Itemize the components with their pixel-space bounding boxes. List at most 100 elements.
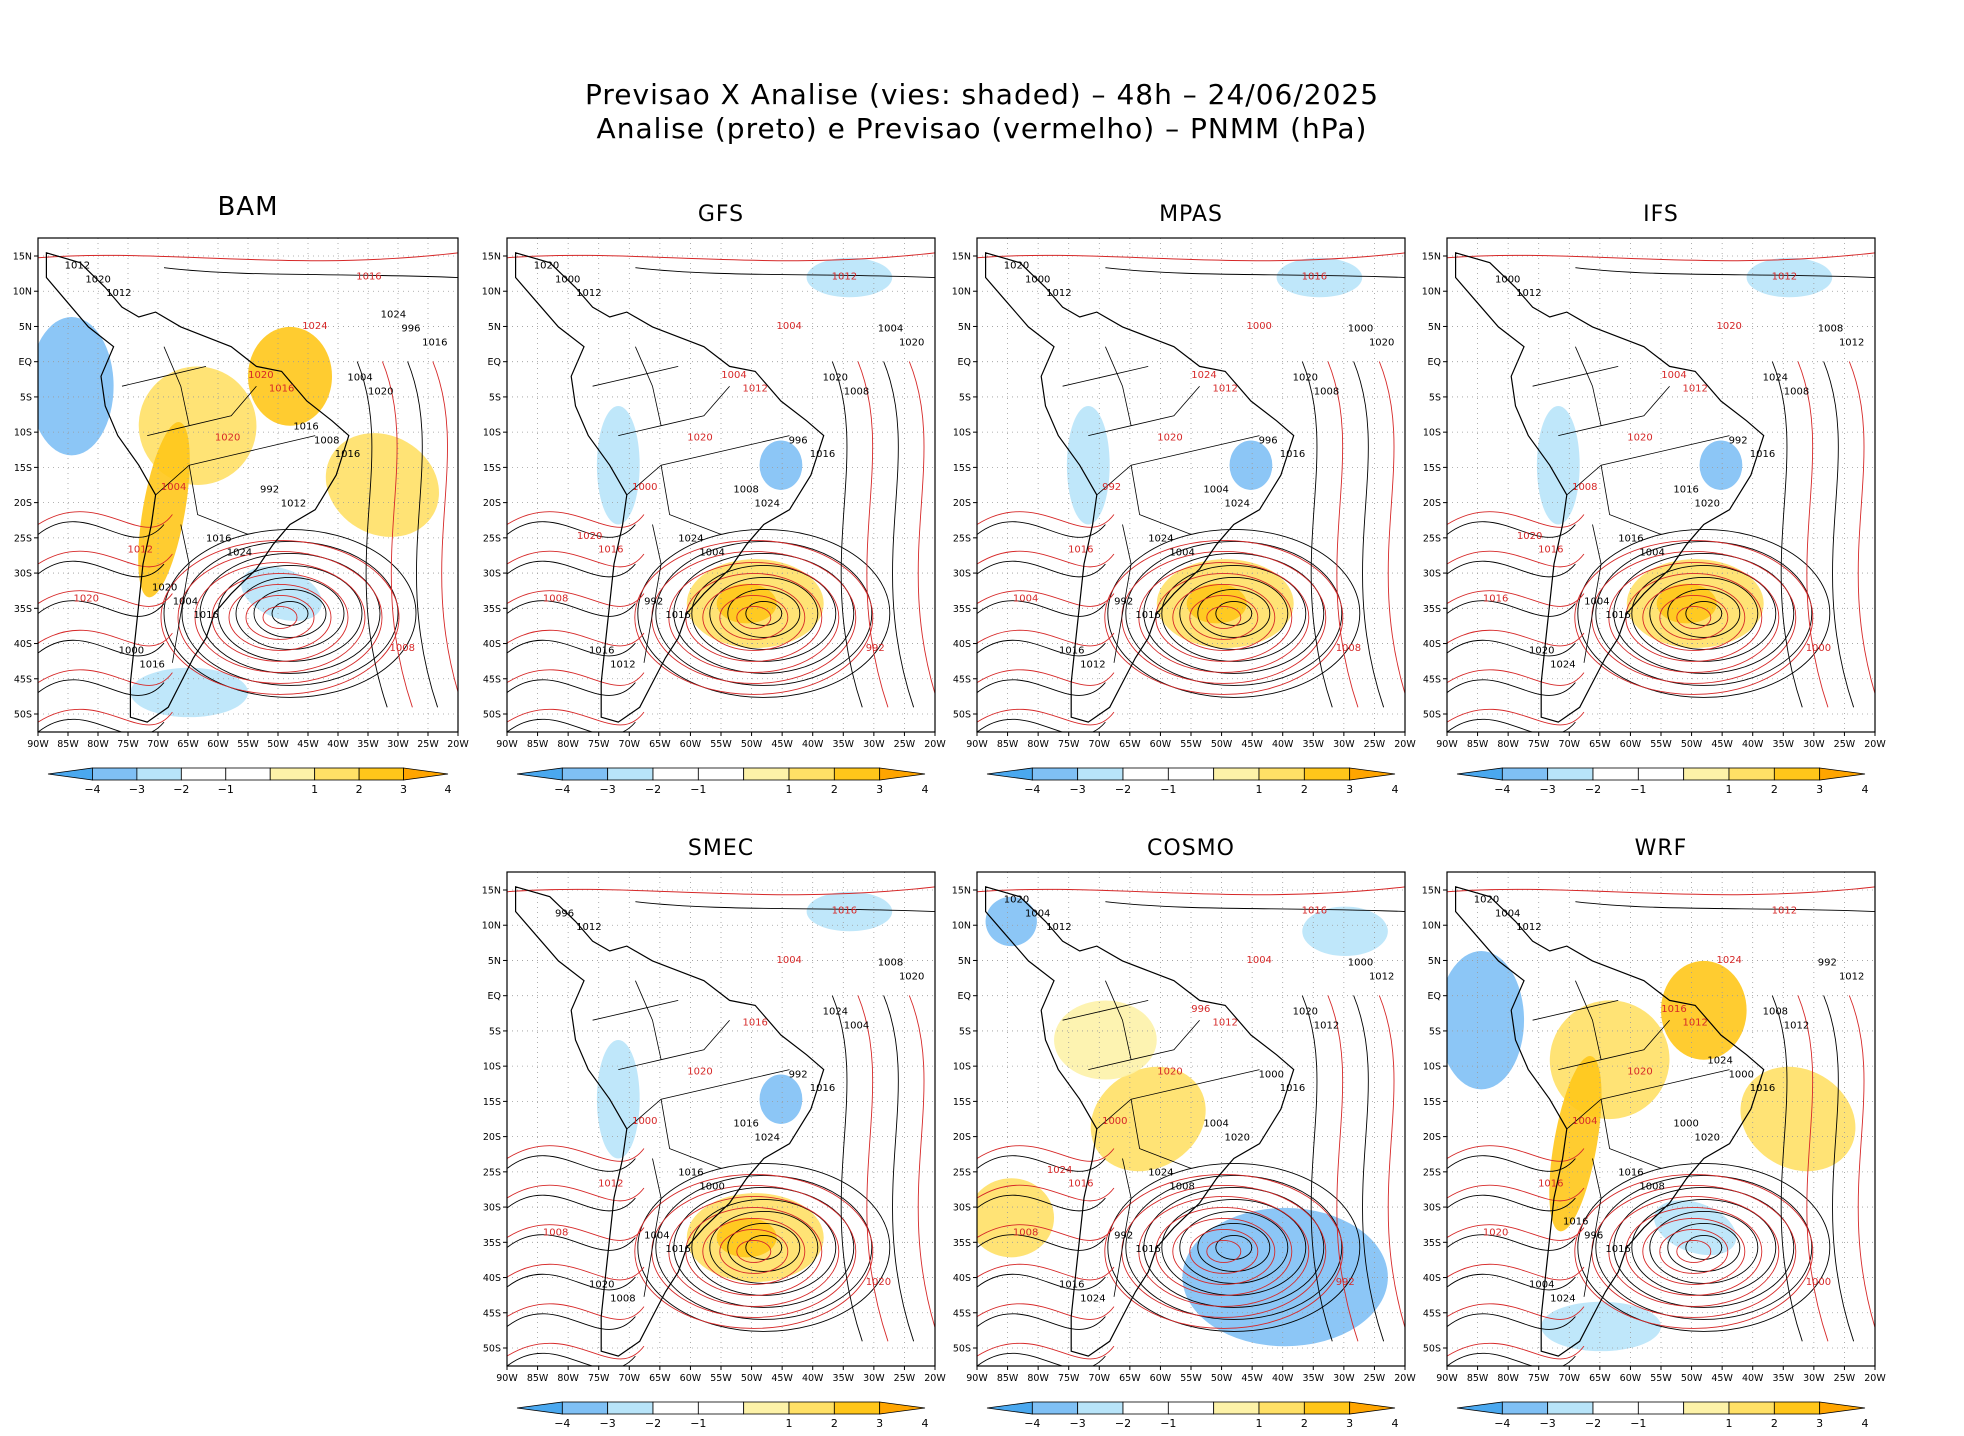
isobar-label: 1020	[1157, 433, 1182, 444]
lon-tick-label: 50W	[741, 739, 763, 750]
lat-tick-label: 30S	[483, 569, 501, 580]
isobar-label: 1004	[1169, 547, 1194, 558]
lon-tick-label: 65W	[649, 1373, 671, 1384]
lon-tick-label: 55W	[237, 739, 259, 750]
isobar-label: 1004	[1203, 484, 1228, 495]
isobar-label: 1012	[1772, 272, 1797, 283]
isobar-label: 1012	[1682, 384, 1707, 395]
isobar-label: 1020	[687, 433, 712, 444]
panel-ifs: IFS 1012 1016 1016 1012 1020 1024 1008 1004 1000 9…	[1422, 202, 1887, 802]
lat-tick-label: 15N	[482, 886, 501, 897]
lat-tick-label: EQ	[1428, 357, 1441, 368]
colorbar-label: 3	[876, 1417, 883, 1430]
lon-tick-label: 40W	[1272, 739, 1294, 750]
isobar-label: 1016	[810, 1083, 835, 1094]
lat-tick-label: 10S	[483, 1062, 501, 1073]
lon-tick-label: 30W	[1333, 1373, 1355, 1384]
colorbar-label: 2	[356, 783, 363, 796]
isobar-label: 996	[401, 323, 420, 334]
isobar-label: 1016	[139, 659, 164, 670]
isobar-label: 1004	[878, 323, 903, 334]
colorbar-label: −2	[173, 783, 189, 796]
colorbar-label: −2	[1115, 783, 1131, 796]
isobar-label: 1024	[755, 1132, 780, 1143]
lon-tick-label: 75W	[588, 739, 610, 750]
lon-tick-label: 20W	[924, 739, 946, 750]
lon-tick-label: 25W	[1364, 1373, 1386, 1384]
isobar-label: 992	[644, 596, 663, 607]
colorbar-label: 1	[786, 783, 793, 796]
lon-tick-label: 20W	[1864, 739, 1886, 750]
isobar-label: 1004	[161, 482, 186, 493]
lon-tick-label: 65W	[1589, 739, 1611, 750]
lat-tick-label: 10S	[14, 428, 32, 439]
isobar-label: 1024	[1707, 1055, 1732, 1066]
isobar-label: 1008	[610, 1293, 635, 1304]
lat-tick-label: 45S	[483, 1308, 501, 1319]
lon-tick-label: 45W	[297, 739, 319, 750]
isobar-label: 992	[260, 484, 279, 495]
lon-tick-label: 50W	[267, 739, 289, 750]
lat-tick-label: 20S	[483, 498, 501, 509]
lon-tick-label: 65W	[1589, 1373, 1611, 1384]
isobar-label: 1020	[1004, 260, 1029, 271]
lat-tick-label: 15S	[1423, 1097, 1441, 1108]
lat-tick-label: 10S	[953, 1062, 971, 1073]
isobar-label: 1000	[1673, 1118, 1698, 1129]
isobar-label: 1016	[422, 337, 447, 348]
lat-tick-label: 40S	[483, 1273, 501, 1284]
lat-tick-label: 50S	[1423, 1344, 1441, 1355]
lon-tick-label: 45W	[1241, 1373, 1263, 1384]
lon-tick-label: 20W	[1394, 1373, 1416, 1384]
isobar-label: 1016	[206, 533, 231, 544]
colorbar-label: 4	[1392, 1417, 1399, 1430]
isobar-label: 1004	[173, 596, 198, 607]
panel-gfs: GFS 1012 1016 1016 1020 1024 1012 1008 1004 1000 9…	[482, 202, 947, 802]
lat-tick-label: 20S	[953, 1132, 971, 1143]
lon-tick-label: 85W	[997, 1373, 1019, 1384]
isobar-label: 992	[1336, 1277, 1355, 1288]
isobar-label: 1020	[1695, 498, 1720, 509]
lat-tick-label: 25S	[483, 533, 501, 544]
isobar-label: 1020	[687, 1067, 712, 1078]
colorbar-label: 1	[1256, 1417, 1263, 1430]
isobar-label: 1016	[589, 645, 614, 656]
lat-tick-label: 5S	[959, 1026, 971, 1037]
lon-tick-label: 70W	[1089, 1373, 1111, 1384]
isobar-label: 1000	[632, 482, 657, 493]
isobar-label: 992	[1114, 1230, 1133, 1241]
lat-tick-label: 30S	[1423, 1203, 1441, 1214]
isobar-label: 1012	[1314, 1020, 1339, 1031]
lon-tick-label: 35W	[1303, 739, 1325, 750]
colorbar-label: −1	[1160, 783, 1176, 796]
isobar-label: 1008	[543, 594, 568, 605]
lat-tick-label: 15N	[952, 252, 971, 263]
lat-tick-label: 30S	[953, 569, 971, 580]
isobar-label: 1012	[1772, 906, 1797, 917]
lon-tick-label: 85W	[997, 739, 1019, 750]
lat-tick-label: 25S	[953, 533, 971, 544]
colorbar-label: −4	[84, 783, 100, 796]
lon-tick-label: 35W	[833, 739, 855, 750]
isobar-label: 1012	[742, 384, 767, 395]
lon-tick-label: 40W	[327, 739, 349, 750]
lat-tick-label: 40S	[1423, 639, 1441, 650]
isobar-label: 1016	[356, 272, 381, 283]
isobar-label: 1012	[1212, 1018, 1237, 1029]
lon-tick-label: 40W	[1742, 1373, 1764, 1384]
lon-tick-label: 75W	[588, 1373, 610, 1384]
isobar-label: 1020	[1483, 1228, 1508, 1239]
lat-tick-label: 10N	[1422, 921, 1441, 932]
isobar-label: 1020	[1529, 645, 1554, 656]
lat-tick-label: 50S	[1423, 710, 1441, 721]
isobar-label: 1020	[215, 433, 240, 444]
lon-tick-label: 85W	[57, 739, 79, 750]
colorbar-label: −3	[1540, 783, 1556, 796]
isobar-label: 1012	[576, 922, 601, 933]
lon-tick-label: 60W	[1620, 739, 1642, 750]
lon-tick-label: 40W	[1742, 739, 1764, 750]
isobar-label: 1024	[678, 533, 703, 544]
isobar-label: 1020	[85, 274, 110, 285]
isobar-label: 1012	[1516, 288, 1541, 299]
isobar-label: 1004	[776, 955, 801, 966]
